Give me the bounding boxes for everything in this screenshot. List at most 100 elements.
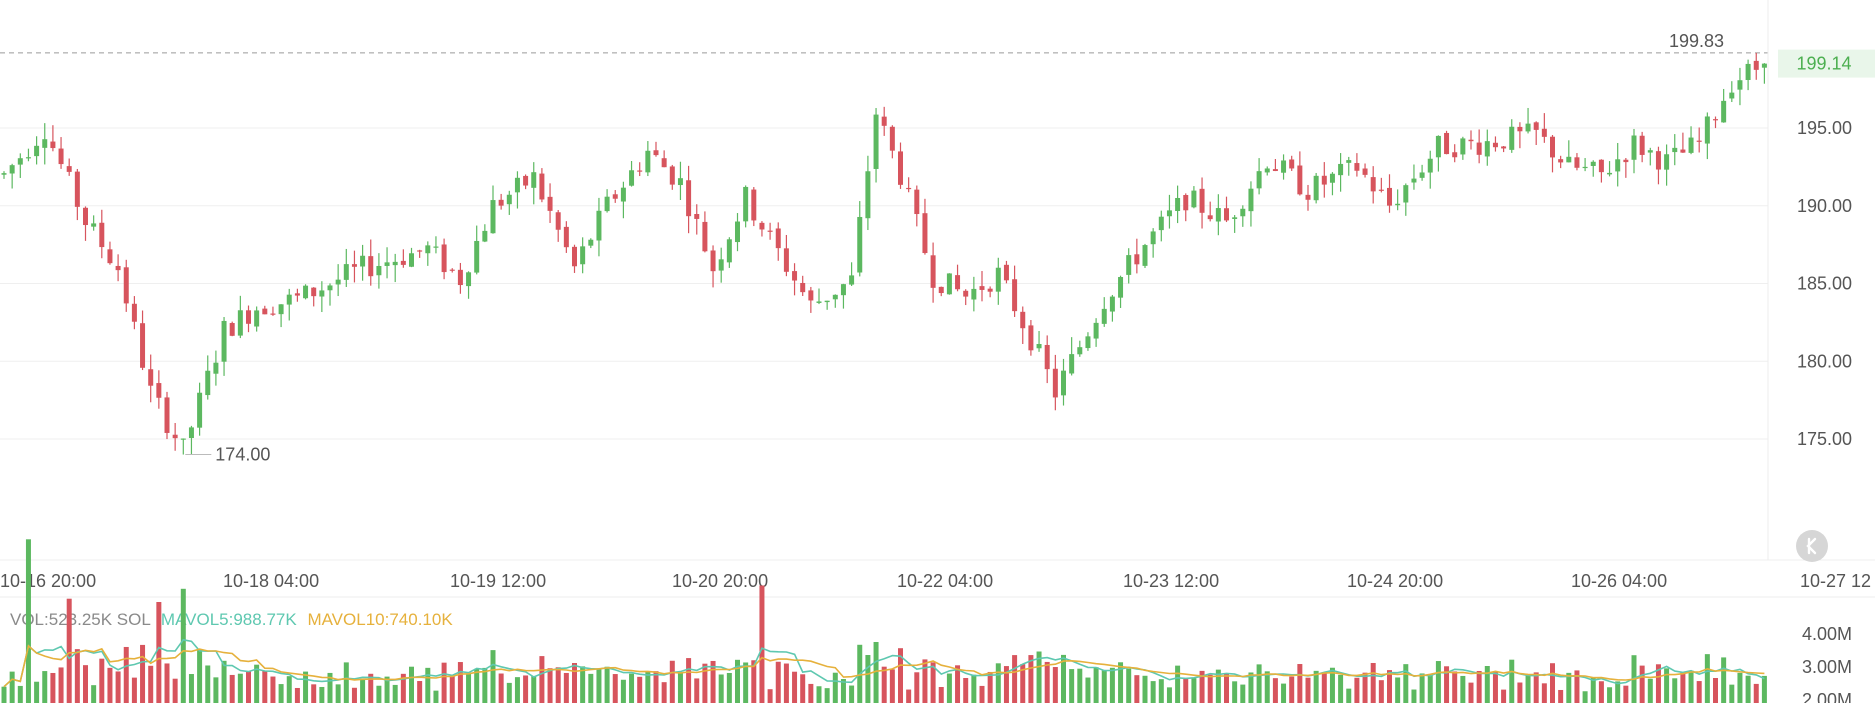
candle-body [417,250,423,252]
scroll-to-latest-button[interactable] [1796,530,1828,562]
volume-bar [514,677,520,703]
volume-bar [620,679,626,703]
candle-up [580,237,586,274]
candle-up [466,271,472,299]
volume-bar [783,663,789,703]
candle-down [441,238,447,280]
candle-body [319,290,325,297]
volume-bars-layer [1,539,1767,703]
volume-bar [91,685,97,703]
candle-up [1338,153,1344,192]
candle-body [1020,311,1026,329]
volume-bar [180,588,186,703]
candle-body [1085,336,1091,349]
candle-up [91,215,97,231]
volume-bar [392,684,398,703]
candle-body [759,222,765,230]
candle-body [979,286,985,290]
candle-body [400,260,406,265]
volume-bar [335,684,341,703]
candle-up [254,306,260,332]
volume-bar [1598,681,1604,703]
volume-bar [563,672,569,703]
volume-bar [1615,681,1621,703]
candle-up [425,241,431,266]
volume-bar [1501,689,1507,703]
candle-down [1289,155,1295,171]
volume-bar [987,671,993,703]
volume-bar [156,602,162,703]
candle-up [1248,181,1254,227]
candle-up [824,300,830,310]
candle-up [995,257,1001,305]
candle-body [726,239,732,263]
candle-body [278,304,284,315]
volume-bar [1525,674,1531,703]
candle-down [294,288,300,302]
candle-down [906,177,912,193]
candle-body [1378,189,1384,191]
candle-up [319,281,325,313]
candle-body [1721,100,1727,123]
candle-body [368,256,374,277]
candle-body [1655,151,1661,170]
candle-body [1639,135,1645,155]
volume-bar [1550,663,1555,703]
candle-body [1476,142,1482,155]
candle-body [482,230,488,242]
candle-down [881,106,887,136]
candle-up [514,171,520,209]
candle-down [246,305,251,333]
candle-up [816,288,822,305]
candle-down [1558,155,1564,169]
candle-down [1362,163,1368,178]
candle-body [1256,171,1262,189]
candle-up [34,136,40,165]
volume-bar [343,662,349,703]
volume-bar [523,675,529,703]
volume-bar [971,674,977,703]
candle-down [1517,122,1523,149]
candle-down [66,158,72,176]
candle-down [792,263,798,296]
candle-body [1631,135,1637,160]
candle-body [123,267,129,304]
volume-bar [262,670,268,703]
candle-body [1224,208,1229,221]
volume-bar [1492,671,1498,703]
volume-bar [368,673,374,703]
volume-bar [840,679,846,703]
volume-bar [1346,688,1352,703]
candle-up [1419,164,1425,181]
candle-body [1012,279,1018,312]
candle-down [686,165,692,234]
candle-body [1142,245,1148,266]
price-tick: 195.00 [1797,118,1852,138]
volume-bar [1582,691,1588,703]
candle-up [1761,63,1767,84]
candle-body [840,284,846,296]
candle-body [466,272,472,287]
candle-body [832,294,838,300]
volume-bar [1655,664,1661,703]
candle-down [1753,52,1759,80]
candle-body [767,230,773,232]
volume-bar [1305,677,1311,703]
volume-bar [906,689,912,703]
candle-down [661,150,667,168]
candle-down [156,370,162,409]
candle-body [91,223,97,227]
candle-up [180,438,186,455]
candle-body [213,362,219,374]
candle-body [531,172,537,188]
candle-body [588,239,594,246]
candle-body [547,196,553,211]
volume-bar [1395,677,1401,703]
volume-bar [9,671,15,703]
candle-down [963,289,969,306]
volume-bar [1484,666,1490,703]
volume-bar [1232,681,1238,703]
volume-bar [1403,664,1409,703]
volume-bar [1558,689,1564,703]
